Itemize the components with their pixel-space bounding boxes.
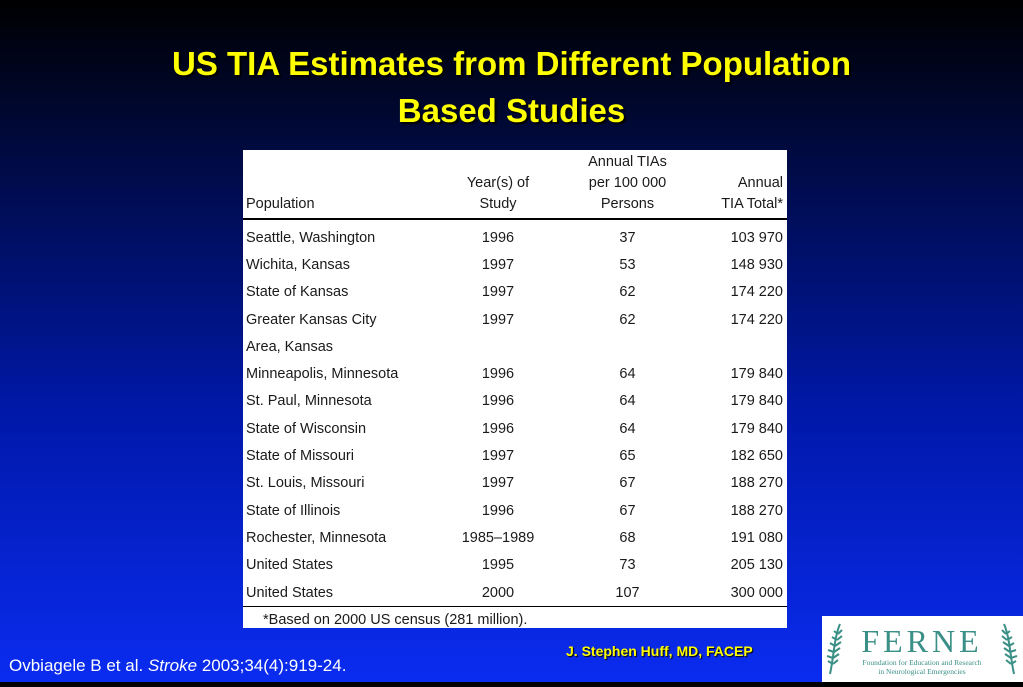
cell-population: St. Louis, Missouri [246, 475, 365, 492]
table-row: State of Wisconsin 1996 64 179 840 [243, 415, 787, 442]
ferne-logo: FERNE Foundation for Education and Resea… [822, 616, 1023, 682]
cell-total [688, 333, 787, 360]
citation-details: 2003;34(4):919-24. [201, 656, 347, 675]
cell-year: 1996 [481, 393, 515, 410]
cell-rate: 64 [619, 393, 636, 410]
table-row: Area, Kansas [243, 333, 787, 360]
cell-population: Area, Kansas [246, 338, 334, 355]
table-row: State of Missouri 1997 65 182 650 [243, 442, 787, 469]
citation-journal: Stroke [147, 656, 198, 675]
slide-title-line2: Based Studies [397, 92, 626, 129]
cell-year: 2000 [481, 584, 515, 601]
ferne-logo-graphic: FERNE Foundation for Education and Resea… [826, 623, 1018, 676]
cell-total: 103 970 [730, 229, 783, 246]
table-row: Wichita, Kansas 1997 53 148 930 [243, 251, 787, 278]
cell-rate: 67 [619, 502, 636, 519]
cell-rate: 73 [619, 557, 636, 574]
cell-rate: 62 [619, 311, 636, 328]
cell-year: 1995 [481, 557, 515, 574]
cell-year: 1997 [481, 448, 515, 465]
cell-total: 205 130 [730, 557, 783, 574]
table-row: St. Paul, Minnesota 1996 64 179 840 [243, 388, 787, 415]
cell-total: 182 650 [730, 448, 783, 465]
cell-total: 174 220 [730, 311, 783, 328]
logo-tagline-line2: in Neurological Emergencies [878, 667, 965, 676]
cell-year: 1996 [481, 366, 515, 383]
cell-total: 191 080 [730, 529, 783, 546]
slide-title: US TIA Estimates from Different Populati… [0, 40, 1023, 134]
header-population: Population [243, 150, 429, 220]
cell-rate: 68 [619, 529, 636, 546]
cell-rate: 62 [619, 284, 636, 301]
presenter-name: J. Stephen Huff, MD, FACEP [566, 643, 753, 659]
fern-leaf-icon [826, 623, 1018, 675]
cell-rate: 64 [619, 366, 636, 383]
cell-population: Wichita, Kansas [246, 256, 350, 273]
cell-population: Seattle, Washington [246, 229, 376, 246]
table-row: United States 2000 107 300 000 [243, 579, 787, 607]
cell-year: 1997 [481, 311, 515, 328]
cell-rate: 53 [619, 256, 636, 273]
table-row: United States 1995 73 205 130 [243, 552, 787, 579]
table-row: Minneapolis, Minnesota 1996 64 179 840 [243, 360, 787, 387]
table-row: Seattle, Washington 1996 37 103 970 [243, 219, 787, 251]
cell-total: 179 840 [730, 366, 783, 383]
logo-tagline-line1: Foundation for Education and Research [862, 658, 981, 667]
cell-total: 148 930 [730, 256, 783, 273]
cell-rate: 107 [615, 584, 640, 601]
cell-population: St. Paul, Minnesota [246, 393, 372, 410]
header-total: Annual TIA Total* [688, 150, 787, 220]
tia-estimates-table: Population Year(s) of Study Annual TIAs … [243, 150, 787, 634]
cell-total: 300 000 [730, 584, 783, 601]
cell-population: United States [246, 584, 334, 601]
cell-population: United States [246, 557, 334, 574]
table-header-row: Population Year(s) of Study Annual TIAs … [243, 150, 787, 220]
citation-authors: Ovbiagele B et al. [9, 656, 144, 675]
cell-rate: 65 [619, 448, 636, 465]
table-footnote-row: *Based on 2000 US census (281 million). [243, 606, 787, 634]
cell-total: 174 220 [730, 284, 783, 301]
cell-total: 179 840 [730, 420, 783, 437]
cell-year: 1997 [481, 256, 515, 273]
citation: Ovbiagele B et al. Stroke 2003;34(4):919… [9, 656, 346, 676]
cell-population: State of Wisconsin [246, 420, 367, 437]
table-row: State of Illinois 1996 67 188 270 [243, 497, 787, 524]
cell-population: Minneapolis, Minnesota [246, 366, 399, 383]
cell-total: 188 270 [730, 502, 783, 519]
cell-population: State of Missouri [246, 448, 354, 465]
cell-year: 1985–1989 [461, 529, 535, 546]
table-footnote: *Based on 2000 US census (281 million). [243, 606, 787, 634]
table-row: St. Louis, Missouri 1997 67 188 270 [243, 470, 787, 497]
header-year: Year(s) of Study [429, 150, 567, 220]
cell-rate: 37 [619, 229, 636, 246]
cell-rate [567, 333, 688, 360]
cell-year: 1997 [481, 284, 515, 301]
cell-population: State of Kansas [246, 284, 349, 301]
cell-year: 1996 [481, 229, 515, 246]
tia-estimates-table-panel: Population Year(s) of Study Annual TIAs … [243, 150, 787, 634]
table-row: State of Kansas 1997 62 174 220 [243, 279, 787, 306]
cell-year: 1997 [481, 475, 515, 492]
table-row: Rochester, Minnesota 1985–1989 68 191 08… [243, 524, 787, 551]
cell-population: Rochester, Minnesota [246, 529, 387, 546]
cell-year [429, 333, 567, 360]
cell-year: 1996 [481, 502, 515, 519]
header-rate: Annual TIAs per 100 000 Persons [567, 150, 688, 220]
cell-rate: 67 [619, 475, 636, 492]
table-row: Greater Kansas City 1997 62 174 220 [243, 306, 787, 333]
cell-total: 188 270 [730, 475, 783, 492]
cell-population: Greater Kansas City [246, 311, 377, 328]
cell-rate: 64 [619, 420, 636, 437]
logo-wordmark: FERNE [861, 623, 982, 659]
cell-year: 1996 [481, 420, 515, 437]
cell-total: 179 840 [730, 393, 783, 410]
cell-population: State of Illinois [246, 502, 341, 519]
slide-title-line1: US TIA Estimates from Different Populati… [171, 45, 851, 82]
